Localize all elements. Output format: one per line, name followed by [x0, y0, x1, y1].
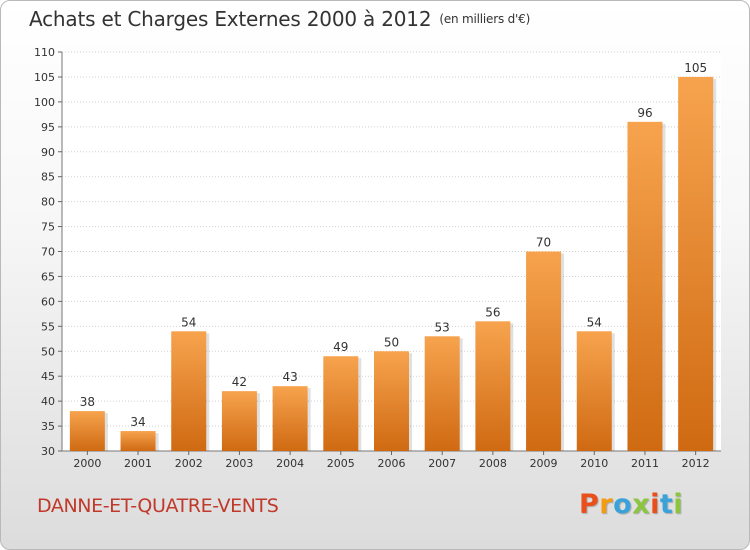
chart-unit: (en milliers d'€) — [439, 12, 531, 26]
bar — [221, 391, 257, 451]
data-label: 43 — [282, 370, 297, 384]
bar — [171, 331, 207, 451]
data-label: 49 — [333, 340, 348, 354]
y-tick-label: 95 — [41, 121, 55, 134]
x-tick-label: 2012 — [682, 457, 710, 470]
x-tick-label: 2011 — [631, 457, 659, 470]
y-tick-label: 80 — [41, 196, 55, 209]
data-label: 53 — [435, 320, 450, 334]
y-tick-label: 70 — [41, 246, 55, 259]
bar — [272, 386, 308, 451]
data-label: 50 — [384, 335, 399, 349]
data-label: 38 — [80, 395, 95, 409]
bar — [69, 411, 105, 451]
logo-letter: t — [659, 489, 674, 520]
y-tick-label: 90 — [41, 146, 55, 159]
y-tick-label: 75 — [41, 221, 55, 234]
logo-letter: i — [673, 489, 684, 520]
y-tick-label: 65 — [41, 270, 55, 283]
x-tick-label: 2000 — [73, 457, 101, 470]
bar — [374, 351, 409, 451]
data-label: 54 — [587, 315, 602, 329]
x-tick-label: 2009 — [530, 457, 558, 470]
y-tick-label: 40 — [41, 395, 55, 408]
bar — [323, 356, 359, 451]
y-tick-label: 110 — [34, 46, 55, 59]
place-name: DANNE-ET-QUATRE-VENTS — [37, 495, 279, 517]
y-tick-label: 60 — [41, 295, 55, 308]
data-label: 42 — [232, 375, 247, 389]
logo-letter: o — [613, 489, 633, 520]
bar — [120, 431, 156, 451]
data-label: 56 — [485, 305, 500, 319]
bar — [475, 321, 511, 451]
x-tick-label: 2007 — [428, 457, 456, 470]
data-label: 34 — [130, 415, 145, 429]
proxiti-logo: Proxiti — [579, 489, 683, 520]
logo-letter: r — [599, 489, 614, 520]
logo-letter: P — [579, 489, 600, 520]
x-tick-label: 2002 — [175, 457, 203, 470]
x-tick-label: 2001 — [124, 457, 152, 470]
data-label: 70 — [536, 236, 551, 250]
y-tick-label: 30 — [41, 445, 55, 458]
chart-title-text: Achats et Charges Externes 2000 à 2012 — [29, 7, 432, 31]
logo-letter: x — [632, 489, 651, 520]
y-tick-label: 105 — [34, 71, 55, 84]
bar — [576, 331, 612, 451]
bar — [526, 251, 562, 451]
data-label: 54 — [181, 315, 196, 329]
y-tick-label: 85 — [41, 171, 55, 184]
bar — [424, 336, 460, 451]
logo-letter: i — [650, 489, 660, 520]
x-tick-label: 2008 — [479, 457, 507, 470]
chart-title: Achats et Charges Externes 2000 à 2012 (e… — [29, 7, 530, 31]
bar — [678, 76, 714, 451]
x-tick-label: 2004 — [276, 457, 304, 470]
x-tick-label: 2005 — [327, 457, 355, 470]
x-tick-label: 2003 — [225, 457, 253, 470]
y-tick-label: 100 — [34, 96, 55, 109]
y-tick-label: 50 — [41, 345, 55, 358]
x-tick-label: 2010 — [580, 457, 608, 470]
bar — [627, 121, 663, 451]
y-tick-label: 35 — [41, 420, 55, 433]
data-label: 105 — [684, 61, 707, 75]
y-tick-label: 55 — [41, 320, 55, 333]
x-tick-label: 2006 — [378, 457, 406, 470]
y-tick-label: 45 — [41, 370, 55, 383]
data-label: 96 — [637, 106, 652, 120]
